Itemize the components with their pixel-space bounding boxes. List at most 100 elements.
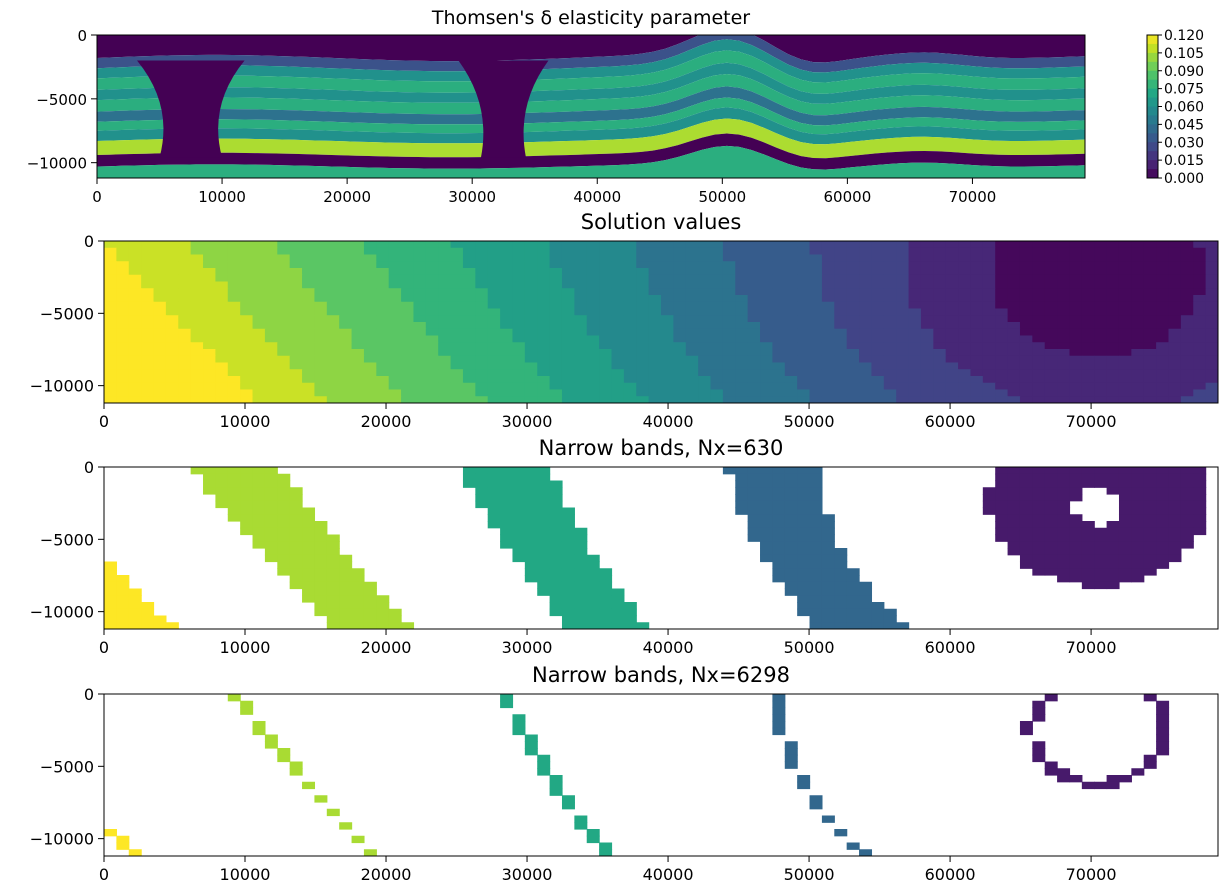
field-cell <box>500 389 514 397</box>
field-cell <box>512 467 526 475</box>
field-cell <box>1007 514 1021 522</box>
field-cell <box>277 376 291 384</box>
field-cell <box>413 281 427 289</box>
field-cell <box>871 382 885 391</box>
field-cell <box>116 622 130 629</box>
field-cell <box>797 514 811 522</box>
field-cell <box>722 396 736 403</box>
field-cell <box>227 268 241 276</box>
field-cell <box>264 494 278 502</box>
field-cell <box>784 274 798 283</box>
field-cell <box>1180 274 1194 283</box>
field-cell <box>846 335 860 343</box>
field-cell <box>933 389 947 397</box>
field-cell <box>264 382 278 391</box>
field-cell <box>599 355 613 364</box>
field-cell <box>264 349 278 357</box>
field-cell <box>215 261 229 269</box>
field-cell <box>1044 568 1058 576</box>
field-cell <box>388 396 402 403</box>
field-cell <box>302 376 316 384</box>
field-cell <box>227 247 241 256</box>
field-cell <box>772 541 786 549</box>
field-cell <box>425 254 439 262</box>
field-cell <box>784 254 798 262</box>
field-cell <box>128 308 142 316</box>
field-cell <box>326 288 340 296</box>
colorbar-tick-label: 0.015 <box>1164 153 1204 169</box>
field-cell <box>1180 241 1194 249</box>
field-cell <box>859 308 873 316</box>
field-cell <box>128 335 142 343</box>
field-cell <box>116 602 130 610</box>
field-cell <box>636 315 650 323</box>
field-cell <box>314 349 328 357</box>
field-cell <box>1118 322 1132 330</box>
field-cell <box>611 322 625 330</box>
field-cell <box>1156 554 1170 563</box>
field-cell <box>277 521 291 529</box>
field-cell <box>227 500 241 509</box>
field-cell <box>784 568 798 576</box>
field-cell <box>116 295 130 303</box>
field-cell <box>351 595 365 603</box>
field-cell <box>462 315 476 323</box>
field-cell <box>1032 700 1046 709</box>
field-cell <box>438 322 452 330</box>
field-cell <box>363 301 377 310</box>
field-cell <box>920 396 934 403</box>
field-cell <box>1069 382 1083 391</box>
field-cell <box>685 288 699 296</box>
field-cell <box>821 521 835 529</box>
field-cell <box>141 261 155 269</box>
field-cell <box>1069 295 1083 303</box>
field-cell <box>784 494 798 502</box>
field-cell <box>1118 507 1132 515</box>
field-cell <box>487 376 501 384</box>
field-cell <box>128 349 142 357</box>
field-cell <box>203 281 216 289</box>
field-cell <box>450 362 464 370</box>
field-cell <box>760 342 773 350</box>
field-cell <box>388 274 402 283</box>
field-cell <box>970 295 984 303</box>
field-cell <box>784 748 798 756</box>
field-cell <box>561 588 575 596</box>
field-cell <box>574 541 588 549</box>
field-cell <box>524 247 538 256</box>
field-cell <box>252 376 266 384</box>
field-cell <box>747 473 761 482</box>
field-cell <box>747 241 761 249</box>
field-cell <box>871 295 885 303</box>
field-cell <box>809 389 823 397</box>
field-cell <box>462 342 476 350</box>
field-cell <box>388 622 402 629</box>
field-cell <box>1156 362 1170 370</box>
field-cell <box>784 328 798 337</box>
x-tick-label: 20000 <box>323 188 371 206</box>
field-cell <box>104 829 117 837</box>
field-cell <box>252 467 266 475</box>
field-cell <box>982 288 996 296</box>
field-cell <box>710 342 724 350</box>
field-cell <box>747 355 761 364</box>
field-cell <box>834 602 848 610</box>
field-cell <box>363 349 377 357</box>
field-cell <box>1156 281 1170 289</box>
field-cell <box>561 308 575 316</box>
field-cell <box>1143 561 1157 569</box>
field-cell <box>1069 308 1083 316</box>
field-cell <box>215 268 229 276</box>
field-cell <box>933 342 947 350</box>
field-cell <box>834 288 848 296</box>
field-cell <box>735 261 749 269</box>
field-cell <box>450 342 464 350</box>
field-cell <box>661 322 674 330</box>
field-cell <box>475 247 489 256</box>
field-cell <box>178 241 192 249</box>
field-cell <box>141 281 155 289</box>
field-cell <box>809 802 823 810</box>
field-cell <box>797 355 811 364</box>
field-cell <box>116 608 130 617</box>
field-cell <box>908 254 922 262</box>
